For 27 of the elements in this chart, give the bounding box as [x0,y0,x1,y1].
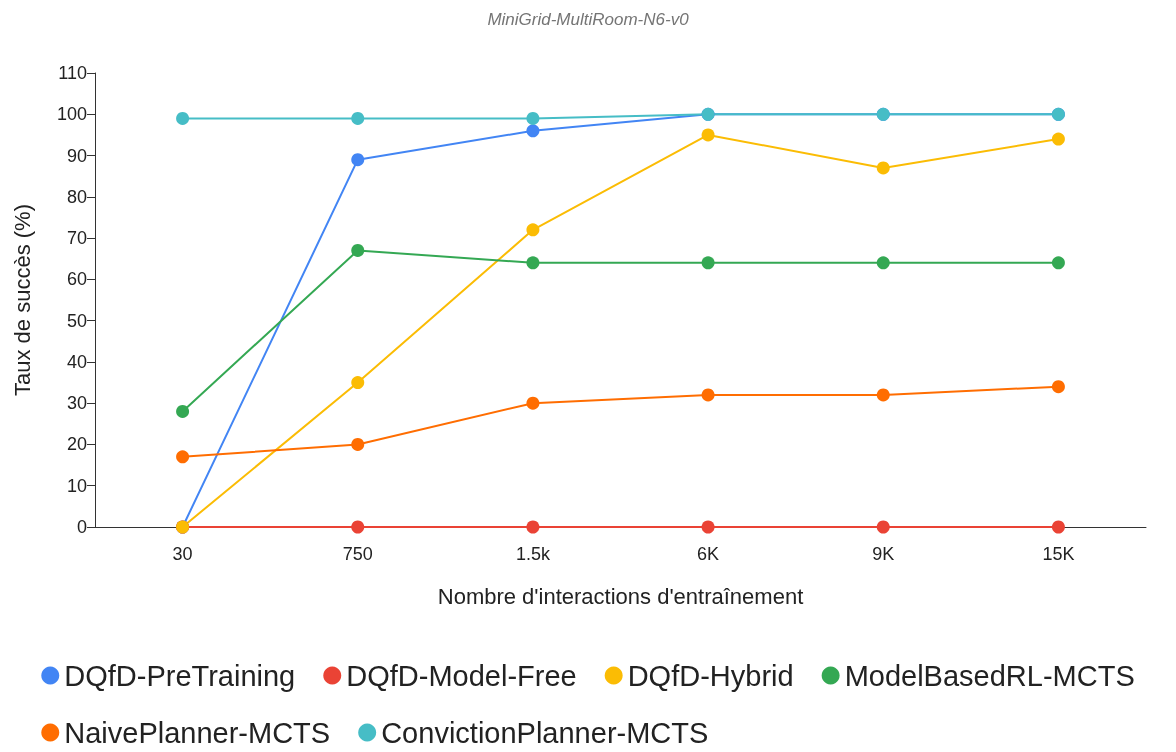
y-tick-label: 110 [58,63,87,83]
y-tick-label: 30 [66,393,87,414]
y-tick-label: 100 [56,104,87,125]
chart-title: MiniGrid-MultiRoom-N6-v0 [487,10,690,29]
y-tick-label: 70 [66,228,87,249]
x-tick-label: 9K [872,544,895,564]
y-tick-label: 20 [66,434,87,455]
y-tick-label: 10 [66,475,87,496]
legend-label: DQfD-PreTraining [64,659,296,692]
x-tick-label: 1.5k [515,544,551,564]
legend-label: ModelBasedRL-MCTS [844,659,1135,692]
x-tick-label: 15K [1042,544,1075,564]
y-tick-label: 40 [66,351,87,372]
legend-label: NaivePlanner-MCTS [64,716,331,749]
y-tick-label: 0 [76,517,87,537]
y-tick-label: 80 [66,186,87,207]
y-tick-label: 90 [66,145,87,166]
y-tick-label: 60 [66,269,87,290]
legend-label: DQfD-Hybrid [627,659,794,692]
x-tick-label: 750 [342,544,373,564]
y-axis-title: Taux de succès (%) [9,204,35,396]
y-tick-label: 50 [66,310,87,331]
x-axis-title: Nombre d'interactions d'entraînement [437,583,804,609]
legend-label: ConvictionPlanner-MCTS [381,716,709,749]
x-tick-label: 6K [697,544,720,564]
legend-label: DQfD-Model-Free [346,659,577,692]
x-tick-label: 30 [172,544,193,564]
